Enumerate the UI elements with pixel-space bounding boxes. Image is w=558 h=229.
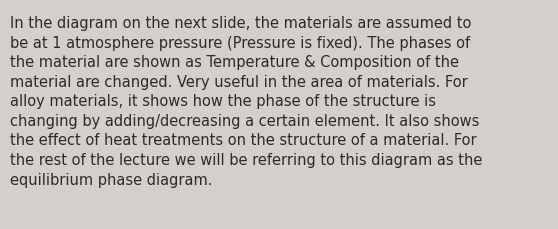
- Text: In the diagram on the next slide, the materials are assumed to
be at 1 atmospher: In the diagram on the next slide, the ma…: [10, 16, 483, 187]
